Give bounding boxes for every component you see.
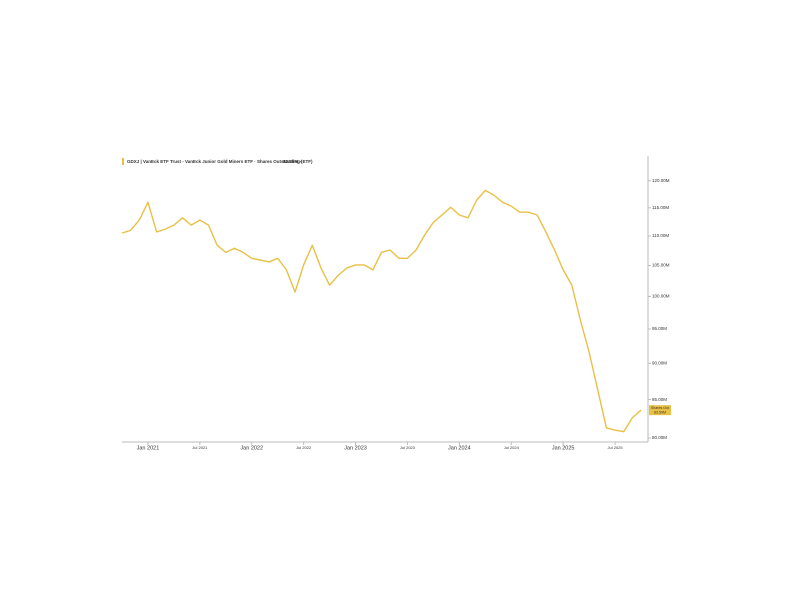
legend-close[interactable]: × <box>299 159 302 165</box>
x-tick-label: Jul 2022 <box>296 445 312 450</box>
x-tick-label: Jan 2022 <box>240 445 263 451</box>
y-tick-label: 110.00M <box>652 233 669 238</box>
current-value-tag <box>649 405 671 416</box>
y-tick-label: 120.00M <box>652 178 670 183</box>
legend-label: GDXJ | VanEck ETF Trust - VanEck Junior … <box>127 159 313 164</box>
y-tick-label: 80.00M <box>652 435 667 440</box>
x-tick-label: Jan 2021 <box>137 445 160 451</box>
current-tag-name: Shares Out <box>651 406 669 410</box>
current-tag-value: 83.59M <box>654 410 666 414</box>
y-tick-label: 105.00M <box>652 263 670 268</box>
legend-value: 83.59M <box>283 159 298 164</box>
y-tick-label: 90.00M <box>652 360 667 365</box>
y-tick-label: 100.00M <box>652 294 670 299</box>
data-line <box>121 189 642 433</box>
x-tick-label: Jan 2023 <box>344 445 367 451</box>
x-tick-label: Jan 2025 <box>552 445 575 451</box>
legend-swatch <box>122 158 124 165</box>
x-tick-label: Jul 2024 <box>504 445 520 450</box>
y-tick-label: 85.00M <box>652 397 667 402</box>
x-tick-label: Jul 2021 <box>192 445 208 450</box>
y-tick-label: 115.00M <box>652 205 669 210</box>
x-tick-label: Jan 2024 <box>448 445 471 451</box>
x-tick-label: Jul 2023 <box>400 445 416 450</box>
x-tick-label: Jul 2025 <box>607 445 623 450</box>
y-tick-label: 95.00M <box>652 326 667 331</box>
